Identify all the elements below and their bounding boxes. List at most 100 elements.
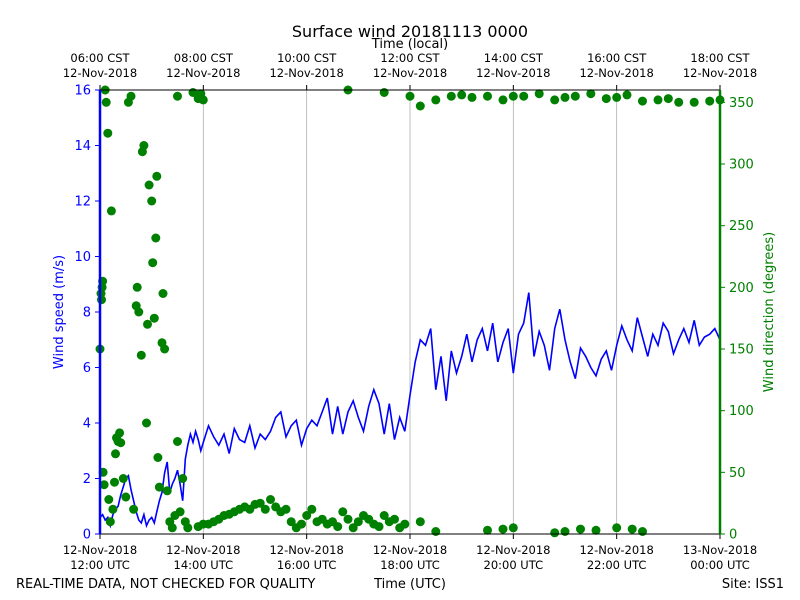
wind-direction-point [550,95,560,105]
wind-direction-point [111,449,120,459]
wind-direction-point [149,313,159,323]
right-tick-label: 150 [729,343,754,358]
chart-title: Surface wind 20181113 0000 [292,22,528,41]
wind-direction-point [348,523,358,533]
bottom-tick-date: 12-Nov-2018 [579,543,653,557]
wind-direction-point [374,522,384,532]
wind-direction-point [116,438,126,448]
wind-direction-point [353,517,363,527]
wind-direction-point [431,95,441,105]
bottom-tick-date: 12-Nov-2018 [373,543,447,557]
right-tick-label: 250 [729,219,754,234]
wind-direction-point [260,504,270,514]
wind-direction-point [457,90,467,100]
right-axis-label: Wind direction (degrees) [762,232,777,392]
top-tick-time: 16:00 CST [587,51,647,65]
wind-direction-point [144,180,154,190]
grid-lines [202,90,618,534]
wind-direction-point [508,523,518,533]
wind-direction-point [576,524,585,534]
wind-direction-point [622,90,632,100]
wind-direction-point [638,527,647,536]
wind-direction-point [297,519,306,529]
bottom-tick-time: 16:00 UTC [277,558,337,572]
bottom-tick-time: 22:00 UTC [587,558,647,572]
wind-direction-point [508,91,518,101]
wind-direction-point [154,482,164,492]
wind-direction-points [95,85,725,538]
left-tick-label: 14 [74,139,91,154]
wind-direction-point [446,91,456,101]
wind-direction-point [705,96,715,106]
plot-area [95,85,725,538]
wind-direction-point [302,511,312,520]
wind-direction-point [126,91,136,101]
top-tick-date: 12-Nov-2018 [373,66,447,80]
left-tick-label: 16 [74,84,91,99]
wind-direction-point [118,474,128,483]
bottom-tick-time: 00:00 UTC [690,558,750,572]
wind-direction-point [178,474,188,483]
wind-direction-point [390,514,399,524]
wind-direction-point [550,528,560,538]
wind-direction-point [136,350,146,360]
wind-direction-point [560,527,570,536]
wind-direction-point [104,495,114,504]
top-tick-date: 12-Nov-2018 [476,66,550,80]
wind-direction-point [198,95,208,105]
wind-direction-point [483,91,492,101]
wind-direction-point [139,141,149,150]
left-axis-ticks: 0 2 4 6 8 10 12 14 16 [74,84,100,543]
top-tick-date: 12-Nov-2018 [683,66,757,80]
wind-direction-point [483,525,492,535]
left-tick-label: 6 [83,361,91,376]
wind-direction-point [467,92,477,102]
wind-direction-point [674,97,684,107]
bottom-tick-date: 12-Nov-2018 [476,543,550,557]
top-tick-time: 08:00 CST [174,51,234,65]
wind-direction-point [498,524,508,534]
footer-quality-note: REAL-TIME DATA, NOT CHECKED FOR QUALITY [16,577,315,592]
top-tick-time: 10:00 CST [277,51,337,65]
wind-direction-point [379,88,389,97]
footer-site: Site: ISS1 [722,577,784,592]
wind-direction-point [343,514,353,524]
left-tick-label: 8 [83,306,91,321]
wind-direction-point [129,504,139,514]
right-tick-label: 300 [729,158,754,173]
wind-direction-point [519,91,529,101]
top-tick-date: 12-Nov-2018 [166,66,240,80]
wind-direction-point [591,525,601,535]
bottom-tick-date: 12-Nov-2018 [63,543,137,557]
wind-direction-point [153,453,163,462]
x-axis-label: Time (UTC) [373,577,446,592]
left-tick-label: 10 [74,250,91,265]
top-tick-time: 06:00 CST [70,51,130,65]
wind-direction-point [431,527,441,536]
bottom-tick-date: 12-Nov-2018 [166,543,240,557]
right-axis-ticks: 0 50 100 150 200 250 300 350 [720,96,754,543]
bottom-tick-time: 18:00 UTC [380,558,440,572]
wind-direction-point [534,89,544,99]
wind-direction-point [162,486,172,496]
wind-direction-point [132,282,142,292]
right-tick-label: 100 [729,404,754,419]
wind-direction-point [405,91,415,101]
bottom-tick-time: 20:00 UTC [484,558,544,572]
wind-direction-point [415,517,425,527]
wind-direction-point [115,428,125,438]
top-tick-time: 12:00 CST [380,51,440,65]
wind-direction-point [255,498,265,508]
wind-direction-point [570,91,580,101]
wind-direction-point [415,101,425,111]
wind-direction-point [601,94,611,104]
wind-direction-point [638,96,647,106]
wind-direction-point [110,477,119,487]
bottom-tick-date: 12-Nov-2018 [269,543,343,557]
wind-direction-point [101,97,111,107]
top-tick-time: 18:00 CST [690,51,750,65]
wind-direction-point [400,519,410,529]
wind-direction-point [151,233,161,243]
wind-direction-point [333,522,343,532]
